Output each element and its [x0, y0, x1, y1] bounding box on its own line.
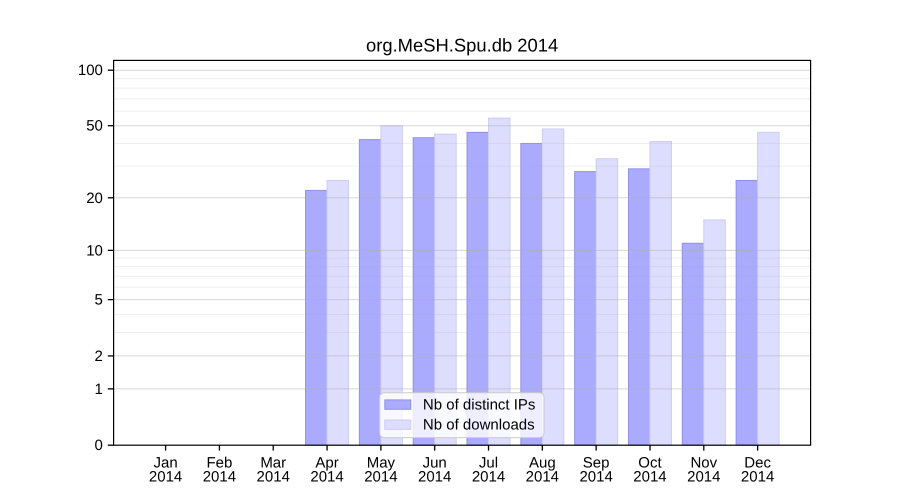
svg-text:Mar: Mar — [260, 455, 286, 472]
svg-text:Jan: Jan — [154, 455, 178, 472]
svg-text:2014: 2014 — [472, 469, 505, 486]
svg-text:Jun: Jun — [423, 455, 447, 472]
svg-text:Oct: Oct — [638, 455, 662, 472]
svg-text:0: 0 — [95, 437, 103, 454]
svg-text:Apr: Apr — [315, 455, 338, 472]
svg-text:2014: 2014 — [633, 469, 666, 486]
svg-text:May: May — [367, 455, 396, 472]
svg-text:2014: 2014 — [687, 469, 720, 486]
svg-text:Dec: Dec — [744, 455, 771, 472]
svg-text:Aug: Aug — [529, 455, 556, 472]
svg-text:Sep: Sep — [583, 455, 610, 472]
svg-text:10: 10 — [86, 242, 103, 259]
svg-text:2: 2 — [95, 348, 103, 365]
svg-text:2014: 2014 — [257, 469, 290, 486]
svg-text:Nb of downloads: Nb of downloads — [423, 417, 535, 434]
svg-text:50: 50 — [86, 118, 103, 135]
svg-text:100: 100 — [78, 62, 103, 79]
svg-text:2014: 2014 — [149, 469, 182, 486]
svg-text:Jul: Jul — [479, 455, 498, 472]
svg-text:2014: 2014 — [741, 469, 774, 486]
svg-text:2014: 2014 — [310, 469, 343, 486]
svg-text:5: 5 — [95, 292, 103, 309]
svg-text:Feb: Feb — [206, 455, 232, 472]
svg-text:2014: 2014 — [364, 469, 397, 486]
svg-text:Nov: Nov — [690, 455, 717, 472]
svg-text:20: 20 — [86, 190, 103, 207]
svg-text:2014: 2014 — [579, 469, 612, 486]
svg-text:org.MeSH.Spu.db 2014: org.MeSH.Spu.db 2014 — [366, 34, 558, 55]
svg-text:2014: 2014 — [526, 469, 559, 486]
svg-text:1: 1 — [95, 381, 103, 398]
svg-text:2014: 2014 — [418, 469, 451, 486]
svg-text:Nb of distinct IPs: Nb of distinct IPs — [423, 396, 536, 413]
svg-text:2014: 2014 — [203, 469, 236, 486]
